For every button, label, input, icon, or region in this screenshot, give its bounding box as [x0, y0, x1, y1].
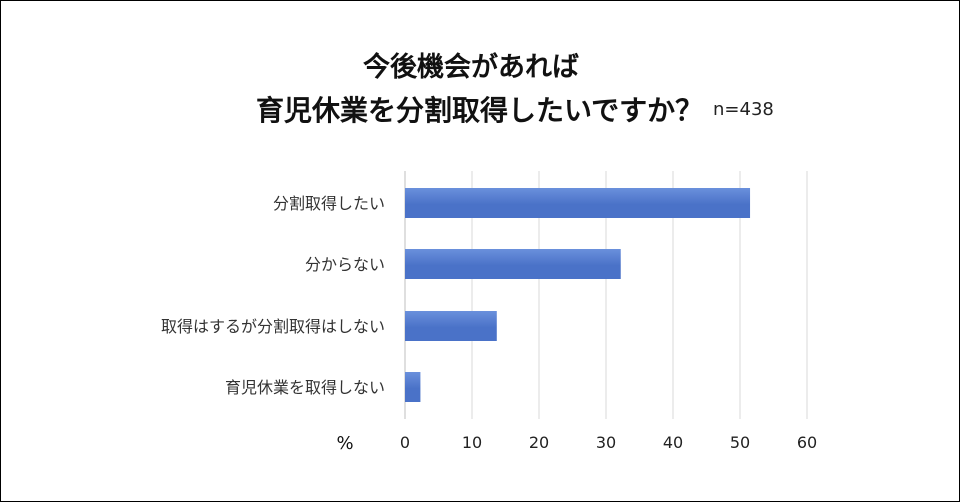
bar: [405, 188, 751, 218]
category-label: 分割取得したい: [273, 194, 385, 213]
x-tick-label: 60: [797, 433, 817, 452]
chart-title-line2: 育児休業を分割取得したいですか？: [256, 94, 704, 127]
category-label: 育児休業を取得しない: [225, 378, 385, 397]
x-tick-label: 50: [730, 433, 750, 452]
category-label: 取得はするが分割取得はしない: [161, 317, 385, 336]
bars: [405, 188, 751, 402]
x-tick-label: 20: [529, 433, 549, 452]
sample-size-note: n=438: [713, 99, 774, 120]
x-axis-unit-label: %: [336, 433, 353, 454]
bar: [405, 311, 497, 341]
x-tick-label: 0: [400, 433, 410, 452]
x-tick-label: 40: [663, 433, 683, 452]
x-tick-label: 10: [462, 433, 482, 452]
x-tick-label: 30: [596, 433, 616, 452]
x-tick-labels: 0 10 20 30 40 50 60: [400, 433, 817, 452]
bar: [405, 372, 421, 402]
bar: [405, 249, 621, 279]
category-label: 分からない: [305, 255, 385, 274]
chart-title-line1: 今後機会があれば: [363, 52, 579, 83]
